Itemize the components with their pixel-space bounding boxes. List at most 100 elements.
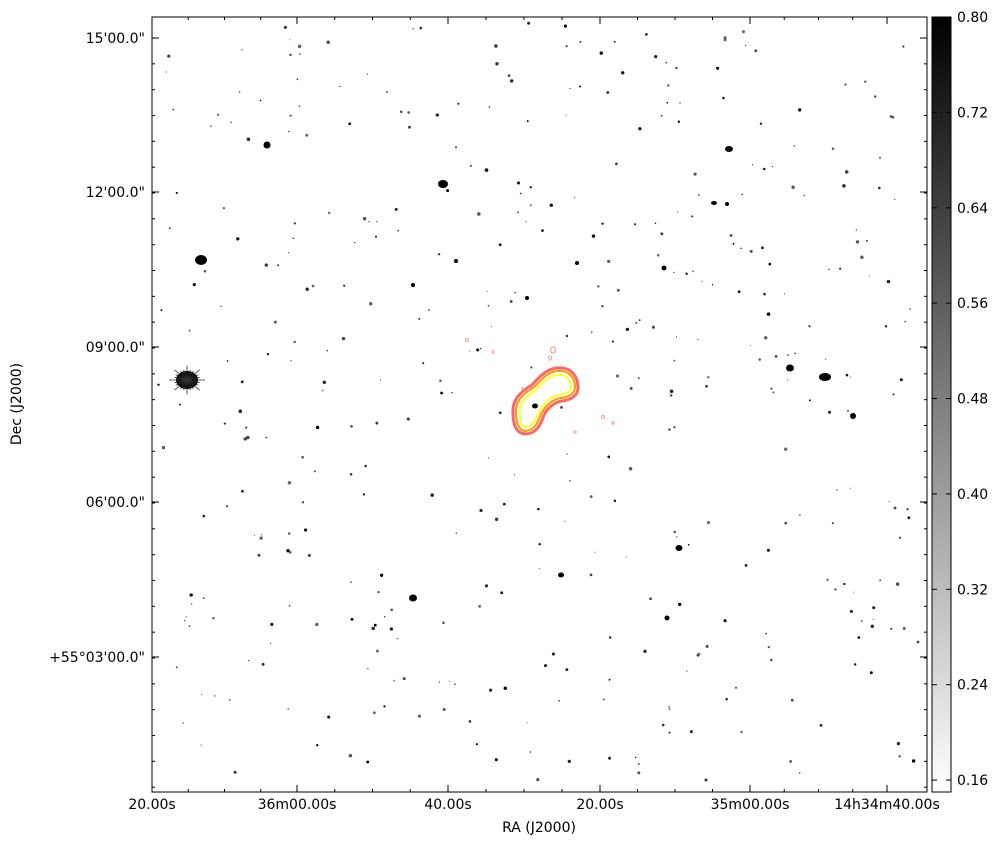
faint-source xyxy=(803,194,806,197)
faint-source xyxy=(182,722,184,724)
faint-source xyxy=(607,455,611,459)
faint-source xyxy=(373,623,377,627)
faint-source xyxy=(565,44,568,48)
faint-source xyxy=(864,80,867,83)
faint-source xyxy=(668,706,670,708)
faint-source xyxy=(230,121,232,123)
faint-source xyxy=(326,40,330,44)
faint-source xyxy=(564,520,566,523)
faint-source xyxy=(722,96,725,100)
faint-source xyxy=(874,95,877,98)
faint-source xyxy=(489,688,493,692)
faint-source xyxy=(685,272,688,276)
faint-source xyxy=(763,167,766,171)
faint-source xyxy=(399,110,403,114)
faint-source xyxy=(412,28,414,30)
faint-source xyxy=(228,698,231,701)
faint-source xyxy=(366,760,370,764)
faint-source xyxy=(633,223,637,226)
faint-source xyxy=(289,53,292,56)
star-spike xyxy=(174,379,188,391)
plot-frame xyxy=(151,16,928,793)
star-spike xyxy=(175,379,188,386)
faint-source xyxy=(246,137,251,142)
faint-source xyxy=(265,436,268,439)
star-spike xyxy=(183,369,188,381)
faint-source xyxy=(487,304,490,307)
faint-source xyxy=(526,120,529,123)
faint-source xyxy=(469,350,471,352)
faint-source xyxy=(868,275,871,277)
faint-source xyxy=(161,445,166,450)
faint-source xyxy=(442,621,445,625)
faint-source xyxy=(435,113,439,117)
faint-source xyxy=(707,376,710,379)
bright-star xyxy=(661,265,667,271)
faint-source xyxy=(574,197,576,199)
colorbar-tick-label: 0.40 xyxy=(957,487,988,503)
faint-source xyxy=(480,348,482,350)
faint-source xyxy=(613,499,617,503)
faint-source xyxy=(530,366,533,369)
faint-source xyxy=(660,114,663,117)
faint-source xyxy=(665,61,668,64)
faint-source xyxy=(451,391,453,394)
faint-source xyxy=(884,325,888,328)
faint-source xyxy=(790,698,794,702)
faint-source xyxy=(350,581,352,583)
faint-source xyxy=(264,263,268,267)
faint-source xyxy=(826,578,829,581)
faint-source xyxy=(298,105,301,107)
star-spike xyxy=(174,376,188,381)
faint-source xyxy=(740,730,743,734)
faint-source xyxy=(290,359,292,362)
faint-source xyxy=(326,349,329,352)
faint-source xyxy=(502,502,506,506)
bright-star xyxy=(438,180,448,188)
faint-source xyxy=(675,336,678,338)
x-tick-label: 20.00s xyxy=(128,797,175,813)
faint-source xyxy=(844,170,849,174)
bright-star xyxy=(725,146,733,152)
faint-source xyxy=(296,78,299,81)
faint-source xyxy=(634,756,637,759)
faint-source xyxy=(843,582,846,586)
faint-source xyxy=(379,573,384,577)
faint-source xyxy=(669,394,673,397)
faint-source xyxy=(705,644,709,648)
faint-source xyxy=(549,203,553,207)
star-spike xyxy=(186,379,200,391)
faint-source xyxy=(828,268,830,271)
faint-source xyxy=(729,234,733,237)
colorbar-tick-label: 0.64 xyxy=(957,201,988,217)
faint-source xyxy=(438,681,441,683)
faint-source xyxy=(455,532,458,534)
star-spike xyxy=(183,379,188,391)
bright-star xyxy=(558,572,564,578)
faint-source xyxy=(494,44,498,48)
faint-source xyxy=(872,606,876,610)
faint-source xyxy=(297,44,302,49)
faint-source xyxy=(808,325,811,328)
faint-source xyxy=(305,133,309,137)
faint-source xyxy=(510,79,514,83)
faint-source xyxy=(292,237,295,240)
contour-inner xyxy=(518,373,573,429)
faint-source xyxy=(890,627,893,630)
faint-source xyxy=(498,243,502,247)
faint-source xyxy=(893,506,897,510)
faint-source xyxy=(283,25,287,29)
faint-source xyxy=(484,584,489,588)
faint-source xyxy=(339,85,341,88)
faint-source xyxy=(201,694,203,696)
faint-source xyxy=(494,758,498,762)
faint-source xyxy=(288,251,290,254)
bright-star xyxy=(575,261,579,265)
y-tick-label: 06'00.0" xyxy=(86,495,145,511)
faint-source xyxy=(675,66,678,70)
faint-source xyxy=(784,447,788,451)
y-axis-label: Dec (J2000) xyxy=(9,363,25,445)
faint-source xyxy=(849,609,853,613)
faint-source xyxy=(763,292,766,296)
faint-source xyxy=(374,235,378,238)
